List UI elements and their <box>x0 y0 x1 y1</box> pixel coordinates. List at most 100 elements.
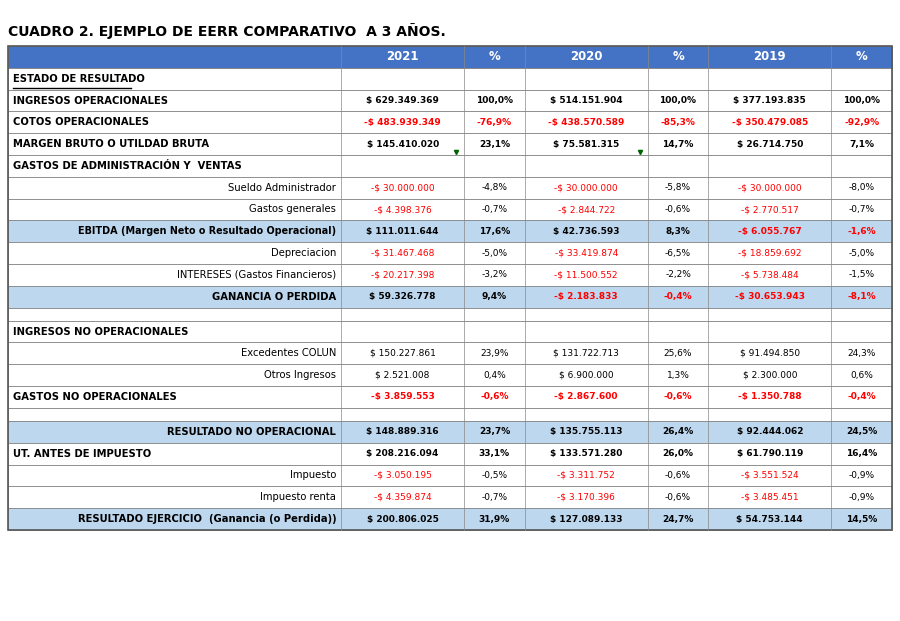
Text: 0,4%: 0,4% <box>483 371 506 379</box>
Bar <box>8 68 892 89</box>
Bar <box>8 320 892 342</box>
Text: -1,6%: -1,6% <box>847 227 876 236</box>
Text: %: % <box>489 50 500 63</box>
Text: -0,7%: -0,7% <box>482 492 508 502</box>
Text: ESTADO DE RESULTADO: ESTADO DE RESULTADO <box>13 74 145 84</box>
Bar <box>8 133 892 155</box>
Text: -0,4%: -0,4% <box>847 392 876 402</box>
Text: -$ 3.311.752: -$ 3.311.752 <box>557 471 615 480</box>
Text: -5,0%: -5,0% <box>482 248 508 258</box>
Text: $ 91.494.850: $ 91.494.850 <box>740 349 800 358</box>
Text: INGRESOS NO OPERACIONALES: INGRESOS NO OPERACIONALES <box>13 327 188 337</box>
Text: $ 148.889.316: $ 148.889.316 <box>366 427 439 437</box>
Bar <box>8 443 892 465</box>
Text: -$ 2.770.517: -$ 2.770.517 <box>741 205 798 214</box>
Text: -$ 3.050.195: -$ 3.050.195 <box>374 471 432 480</box>
Text: -5,0%: -5,0% <box>849 248 875 258</box>
Bar <box>8 342 892 365</box>
Text: -$ 6.055.767: -$ 6.055.767 <box>738 227 802 236</box>
Text: CUADRO 2. EJEMPLO DE EERR COMPARATIVO  A 3 AÑOS.: CUADRO 2. EJEMPLO DE EERR COMPARATIVO A … <box>8 23 446 39</box>
Text: RESULTADO NO OPERACIONAL: RESULTADO NO OPERACIONAL <box>167 427 337 437</box>
Text: 100,0%: 100,0% <box>843 96 880 105</box>
Bar <box>8 242 892 264</box>
Text: 100,0%: 100,0% <box>660 96 697 105</box>
Text: COTOS OPERACIONALES: COTOS OPERACIONALES <box>13 117 149 127</box>
Text: -4,8%: -4,8% <box>482 183 508 193</box>
Text: -0,6%: -0,6% <box>481 392 508 402</box>
Bar <box>8 242 892 264</box>
Text: $ 133.571.280: $ 133.571.280 <box>550 449 623 458</box>
Bar <box>8 342 892 365</box>
Bar <box>8 386 892 408</box>
Text: -$ 31.467.468: -$ 31.467.468 <box>371 248 435 258</box>
Text: 24,3%: 24,3% <box>848 349 876 358</box>
Text: -0,4%: -0,4% <box>663 292 692 301</box>
Bar <box>8 443 892 465</box>
Text: $ 59.326.778: $ 59.326.778 <box>369 292 436 301</box>
Text: -$ 11.500.552: -$ 11.500.552 <box>554 270 618 279</box>
Bar <box>8 89 892 111</box>
Text: $ 131.722.713: $ 131.722.713 <box>554 349 619 358</box>
Bar <box>8 307 892 320</box>
Text: INTERESES (Gastos Financieros): INTERESES (Gastos Financieros) <box>177 270 337 280</box>
Text: $ 111.011.644: $ 111.011.644 <box>366 227 439 236</box>
Bar <box>8 220 892 242</box>
Text: $ 629.349.369: $ 629.349.369 <box>366 96 439 105</box>
Text: -$ 30.653.943: -$ 30.653.943 <box>734 292 805 301</box>
Bar <box>8 199 892 220</box>
Bar <box>8 508 892 530</box>
Text: 25,6%: 25,6% <box>664 349 692 358</box>
Text: $ 92.444.062: $ 92.444.062 <box>736 427 803 437</box>
Text: -$ 4.398.376: -$ 4.398.376 <box>374 205 431 214</box>
Text: -$ 2.867.600: -$ 2.867.600 <box>554 392 618 402</box>
Text: -0,9%: -0,9% <box>849 492 875 502</box>
Bar <box>8 320 892 342</box>
Bar <box>8 46 892 68</box>
Bar <box>8 286 892 307</box>
Bar <box>8 220 892 242</box>
Text: 2021: 2021 <box>386 50 418 63</box>
Text: 100,0%: 100,0% <box>476 96 513 105</box>
Bar <box>8 46 892 530</box>
Text: 23,7%: 23,7% <box>479 427 510 437</box>
Text: 2020: 2020 <box>570 50 602 63</box>
Text: -0,7%: -0,7% <box>482 205 508 214</box>
Text: 0,6%: 0,6% <box>850 371 873 379</box>
Text: -$ 30.000.000: -$ 30.000.000 <box>371 183 435 193</box>
Text: -76,9%: -76,9% <box>477 118 512 127</box>
Text: 23,1%: 23,1% <box>479 140 510 148</box>
Text: -$ 30.000.000: -$ 30.000.000 <box>554 183 618 193</box>
Text: -85,3%: -85,3% <box>661 118 696 127</box>
Text: -$ 2.183.833: -$ 2.183.833 <box>554 292 618 301</box>
Text: $ 2.300.000: $ 2.300.000 <box>742 371 797 379</box>
Bar <box>8 486 892 508</box>
Text: -6,5%: -6,5% <box>665 248 691 258</box>
Text: $ 75.581.315: $ 75.581.315 <box>554 140 619 148</box>
Text: $ 208.216.094: $ 208.216.094 <box>366 449 439 458</box>
Bar <box>8 408 892 421</box>
Text: %: % <box>856 50 868 63</box>
Text: Sueldo Administrador: Sueldo Administrador <box>229 183 337 193</box>
Text: -$ 5.738.484: -$ 5.738.484 <box>741 270 798 279</box>
Text: -0,9%: -0,9% <box>849 471 875 480</box>
Text: -$ 1.350.788: -$ 1.350.788 <box>738 392 802 402</box>
Text: -$ 438.570.589: -$ 438.570.589 <box>548 118 625 127</box>
Text: Depreciacion: Depreciacion <box>271 248 337 258</box>
Text: %: % <box>672 50 684 63</box>
Text: -92,9%: -92,9% <box>844 118 879 127</box>
Text: $ 61.790.119: $ 61.790.119 <box>736 449 803 458</box>
Text: 24,5%: 24,5% <box>846 427 878 437</box>
Text: -8,1%: -8,1% <box>847 292 876 301</box>
Text: -$ 30.000.000: -$ 30.000.000 <box>738 183 802 193</box>
Text: $ 2.521.008: $ 2.521.008 <box>375 371 430 379</box>
Text: 31,9%: 31,9% <box>479 515 510 524</box>
Text: -$ 33.419.874: -$ 33.419.874 <box>554 248 618 258</box>
Text: 8,3%: 8,3% <box>666 227 690 236</box>
Text: Impuesto renta: Impuesto renta <box>260 492 337 502</box>
Text: 26,4%: 26,4% <box>662 427 694 437</box>
Bar <box>8 408 892 421</box>
Text: Otros Ingresos: Otros Ingresos <box>265 370 337 380</box>
Text: -5,8%: -5,8% <box>665 183 691 193</box>
Text: -8,0%: -8,0% <box>849 183 875 193</box>
Text: 26,0%: 26,0% <box>662 449 694 458</box>
